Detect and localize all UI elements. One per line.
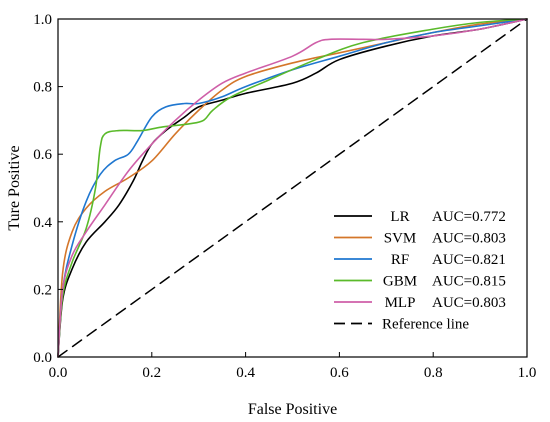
- y-tick-label: 1.0: [33, 12, 52, 28]
- legend-name-lr: LR: [390, 209, 409, 225]
- x-axis-ticks: 0.0 0.2 0.4 0.6 0.8 1.0: [49, 352, 537, 381]
- legend-auc-rf: AUC=0.821: [432, 252, 506, 268]
- x-tick-label: 0.6: [330, 365, 349, 381]
- series-line-lr: [57, 18, 528, 358]
- x-tick-label: 0.8: [424, 365, 443, 381]
- legend-name-rf: RF: [391, 252, 409, 268]
- y-tick-label: 0.6: [33, 147, 52, 163]
- y-tick-label: 0.0: [33, 350, 52, 366]
- plot-lines: [57, 18, 528, 358]
- legend-name-mlp: MLP: [385, 295, 416, 311]
- x-tick-label: 0.2: [142, 365, 161, 381]
- legend-name-gbm: GBM: [383, 274, 417, 290]
- legend-auc-lr: AUC=0.772: [432, 209, 506, 225]
- legend-name-reference-line: Reference line: [382, 317, 469, 333]
- x-tick-label: 0.4: [236, 365, 255, 381]
- y-axis-title: Ture Positive: [6, 145, 23, 230]
- series-line-reference-line: [57, 18, 528, 358]
- x-tick-label: 1.0: [518, 365, 537, 381]
- series-line-gbm: [57, 18, 528, 358]
- x-axis-title: False Positive: [248, 401, 337, 418]
- plot-frame: [57, 18, 528, 358]
- legend-auc-mlp: AUC=0.803: [432, 295, 506, 311]
- series-line-mlp: [57, 18, 528, 358]
- legend: LR AUC=0.772 SVM AUC=0.803 RF AUC=0.821 GBM AUC…: [334, 209, 506, 333]
- y-axis-ticks: 0.0 0.2 0.4 0.6 0.8 1.0: [33, 12, 63, 366]
- legend-auc-svm: AUC=0.803: [432, 231, 506, 247]
- legend-name-svm: SVM: [384, 231, 417, 247]
- y-tick-label: 0.4: [33, 215, 52, 231]
- series-line-rf: [57, 18, 528, 358]
- legend-auc-gbm: AUC=0.815: [432, 274, 506, 290]
- x-tick-label: 0.0: [49, 365, 68, 381]
- y-tick-label: 0.2: [33, 282, 52, 298]
- y-tick-label: 0.8: [33, 80, 52, 96]
